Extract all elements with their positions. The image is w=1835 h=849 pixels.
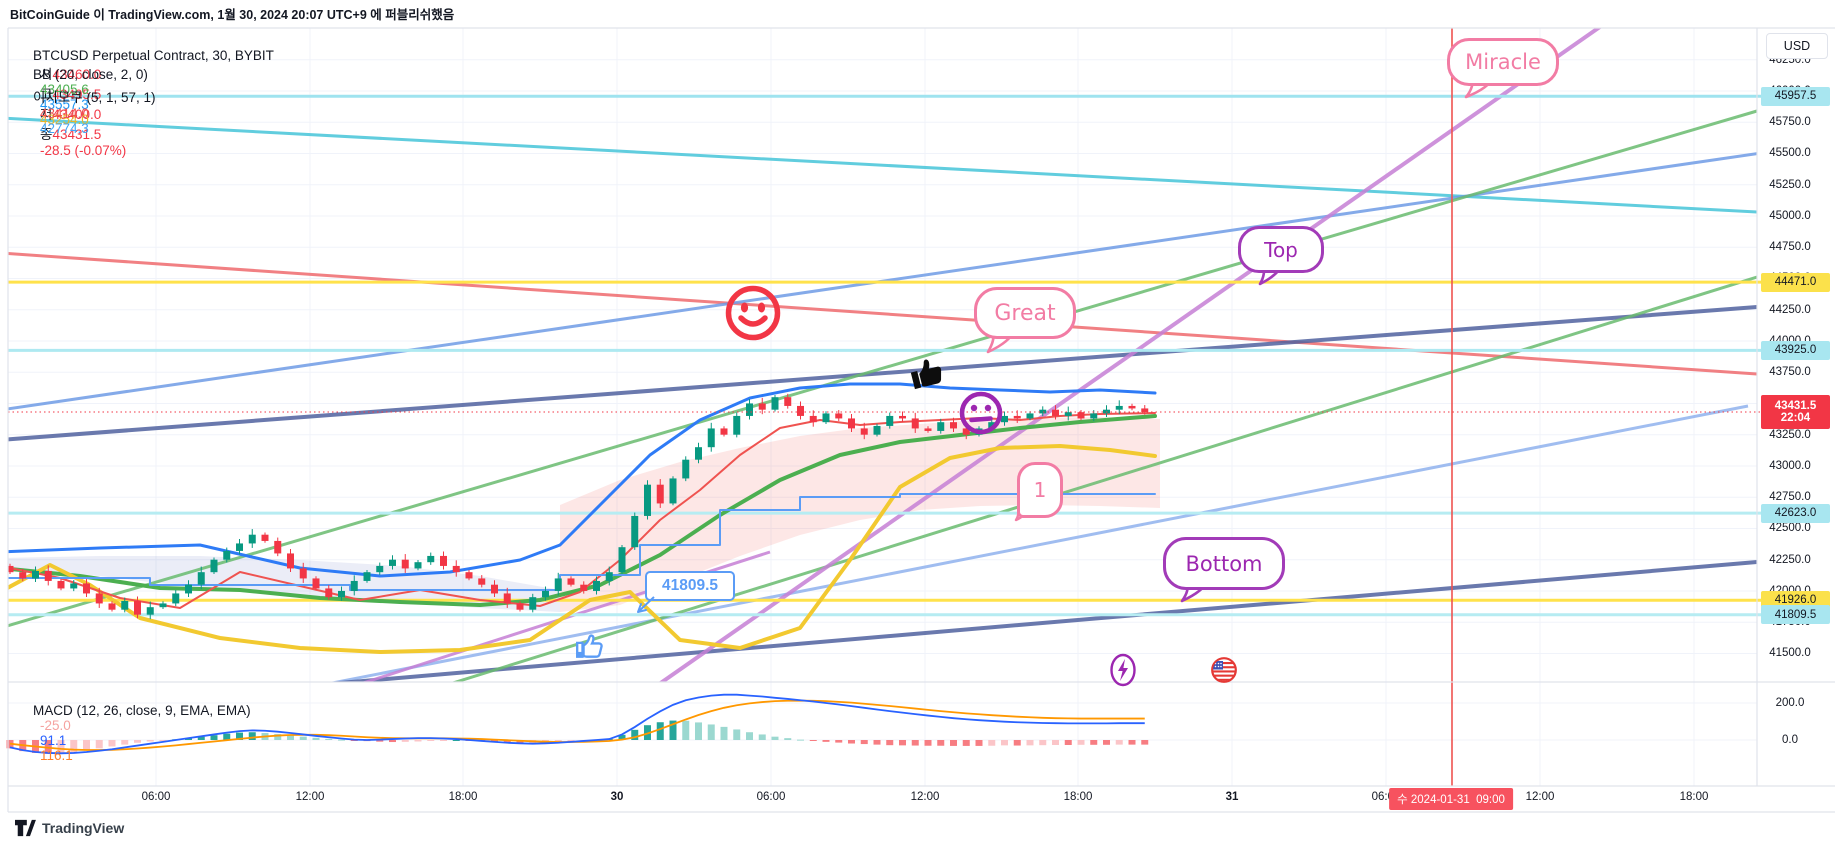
price-tick-label: 44750.0 (1769, 241, 1811, 254)
symbol-title: BTCUSD Perpetual Contract, 30, BYBIT (33, 48, 274, 63)
tradingview-logo-icon (15, 819, 36, 837)
price-tick-label: 43750.0 (1769, 366, 1811, 379)
low-value: 43400.0 (52, 107, 102, 122)
time-tick-label: 12:00 (910, 791, 940, 803)
event-time-label: 수 2024-01-31 09:00 (1389, 788, 1513, 810)
bb-lower-value: 43254.0 (40, 112, 89, 127)
candles[interactable] (7, 393, 1149, 620)
price-callout-label[interactable]: 41809.5 (645, 571, 735, 601)
bubble-great[interactable]: Great (974, 287, 1076, 339)
symbol-legend-row[interactable]: BTCUSD Perpetual Contract, 30, BYBIT 시43… (18, 33, 274, 173)
time-tick-label: 06:00 (756, 791, 786, 803)
time-tick-label: 18:00 (1063, 791, 1093, 803)
price-axis[interactable]: 46250.046000.045750.045500.045250.045000… (1757, 28, 1835, 786)
price-tick-label: 43000.0 (1769, 459, 1811, 472)
bb-legend-row[interactable]: BB (20, close, 2, 0) 43405.6 43557.3 432… (18, 52, 148, 142)
ichimoku-legend-row[interactable]: 이치모쿠 (5, 1, 57, 1) 43414.0 42774.3 (18, 71, 155, 151)
price-level-axis-label: 42623.0 (1761, 503, 1830, 523)
open-value: 43460.0 (52, 67, 102, 82)
time-tick-label: 06:00 (141, 791, 171, 803)
price-tick-label: 45500.0 (1769, 147, 1811, 160)
change-value: -28.5 (-0.07%) (40, 143, 127, 158)
price-level-axis-label: 43925.0 (1761, 340, 1830, 360)
publish-info: 이 TradingView.com, 1월 30, 2024 20:07 UTC… (89, 8, 455, 22)
bubble-one[interactable]: 1 (1017, 462, 1063, 518)
time-tick-label: 18:00 (448, 791, 478, 803)
bubble-bottom[interactable]: Bottom (1163, 537, 1285, 590)
macd-pane[interactable] (6, 693, 1149, 755)
time-axis[interactable]: 06:00 12:00 18:00 30 06:00 12:00 18:00 31 06:00 1… (8, 786, 1835, 812)
lightning-icon[interactable] (1108, 652, 1138, 688)
bb-title: BB (20, close, 2, 0) (33, 67, 148, 82)
price-tick-label: 44250.0 (1769, 303, 1811, 316)
publish-header: BitCoinGuide 이 TradingView.com, 1월 30, 2… (10, 4, 454, 23)
price-level-axis-label: 43431.5 22:04 (1761, 395, 1830, 429)
trend-line[interactable] (0, 404, 1749, 748)
price-tick-label: 45250.0 (1769, 178, 1811, 191)
indicator-overlays (8, 382, 1157, 654)
bb-upper-value: 43557.3 (40, 97, 89, 112)
bb-basis-value: 43405.6 (40, 82, 89, 97)
macd-signal-value: 116.1 (40, 748, 73, 763)
macd-title: MACD (12, 26, close, 9, EMA, EMA) (33, 703, 251, 718)
price-tick-label: 43250.0 (1769, 428, 1811, 441)
price-tick-label: 45000.0 (1769, 209, 1811, 222)
ichimoku-title: 이치모쿠 (5, 1, 57, 1) (33, 90, 156, 105)
price-tick-label: 42750.0 (1769, 491, 1811, 504)
tradingview-brand-text[interactable]: TradingView (42, 820, 125, 836)
macd-tick-label: 200.0 (1775, 697, 1805, 709)
price-tick-label: 42250.0 (1769, 553, 1811, 566)
close-value: 43431.5 (52, 127, 102, 142)
trend-line[interactable] (0, 560, 1757, 712)
trend-line[interactable] (0, 252, 1757, 376)
macd-tick-label: 0.0 (1782, 734, 1798, 746)
time-tick-label: 30 (610, 791, 624, 803)
time-tick-label: 31 (1225, 791, 1239, 803)
trend-line[interactable] (0, 550, 771, 800)
price-tick-label: 45750.0 (1769, 116, 1811, 129)
trend-line[interactable] (0, 109, 1757, 628)
price-level-axis-label: 41809.5 (1761, 605, 1830, 625)
high-value: 43495.5 (52, 87, 102, 102)
ichimoku-conversion-value: 43414.0 (40, 106, 89, 121)
open-label: 시 (40, 67, 53, 82)
price-level-axis-label: 45957.5 (1761, 86, 1830, 106)
time-tick-label: 18:00 (1679, 791, 1709, 803)
price-level-axis-label: 41926.0 (1761, 590, 1830, 610)
close-label: 종 (40, 127, 53, 142)
trend-line[interactable] (0, 305, 1757, 442)
trend-line[interactable] (0, 275, 1757, 824)
macd-hist-value: -25.0 (40, 718, 71, 733)
macd-legend-row[interactable]: MACD (12, 26, close, 9, EMA, EMA) -25.0 … (18, 688, 251, 778)
time-tick-label: 12:00 (295, 791, 325, 803)
usa-flag-icon[interactable] (1209, 655, 1239, 685)
ichimoku-baseline-value: 42774.3 (40, 121, 89, 136)
thumbs-up-blue-icon[interactable] (574, 627, 608, 663)
thumbs-up-black-icon[interactable] (906, 350, 950, 392)
price-level-axis-label: 44471.0 (1761, 272, 1830, 292)
bubble-top[interactable]: Top (1238, 226, 1324, 273)
bubble-miracle[interactable]: Miracle (1447, 38, 1559, 86)
neutral-face-icon[interactable] (957, 389, 1005, 437)
footer: TradingView (14, 818, 124, 838)
author-name: BitCoinGuide (10, 8, 90, 22)
price-tick-label: 41500.0 (1769, 647, 1811, 660)
high-label: 고 (40, 87, 53, 102)
price-tick-label: 42500.0 (1769, 522, 1811, 535)
time-tick-label: 12:00 (1525, 791, 1555, 803)
happy-face-icon[interactable] (724, 284, 782, 342)
macd-value: 91.1 (40, 733, 67, 748)
low-label: 저 (40, 107, 53, 122)
callout-arrow (637, 596, 655, 613)
currency-toggle-button[interactable]: USD (1766, 33, 1828, 59)
